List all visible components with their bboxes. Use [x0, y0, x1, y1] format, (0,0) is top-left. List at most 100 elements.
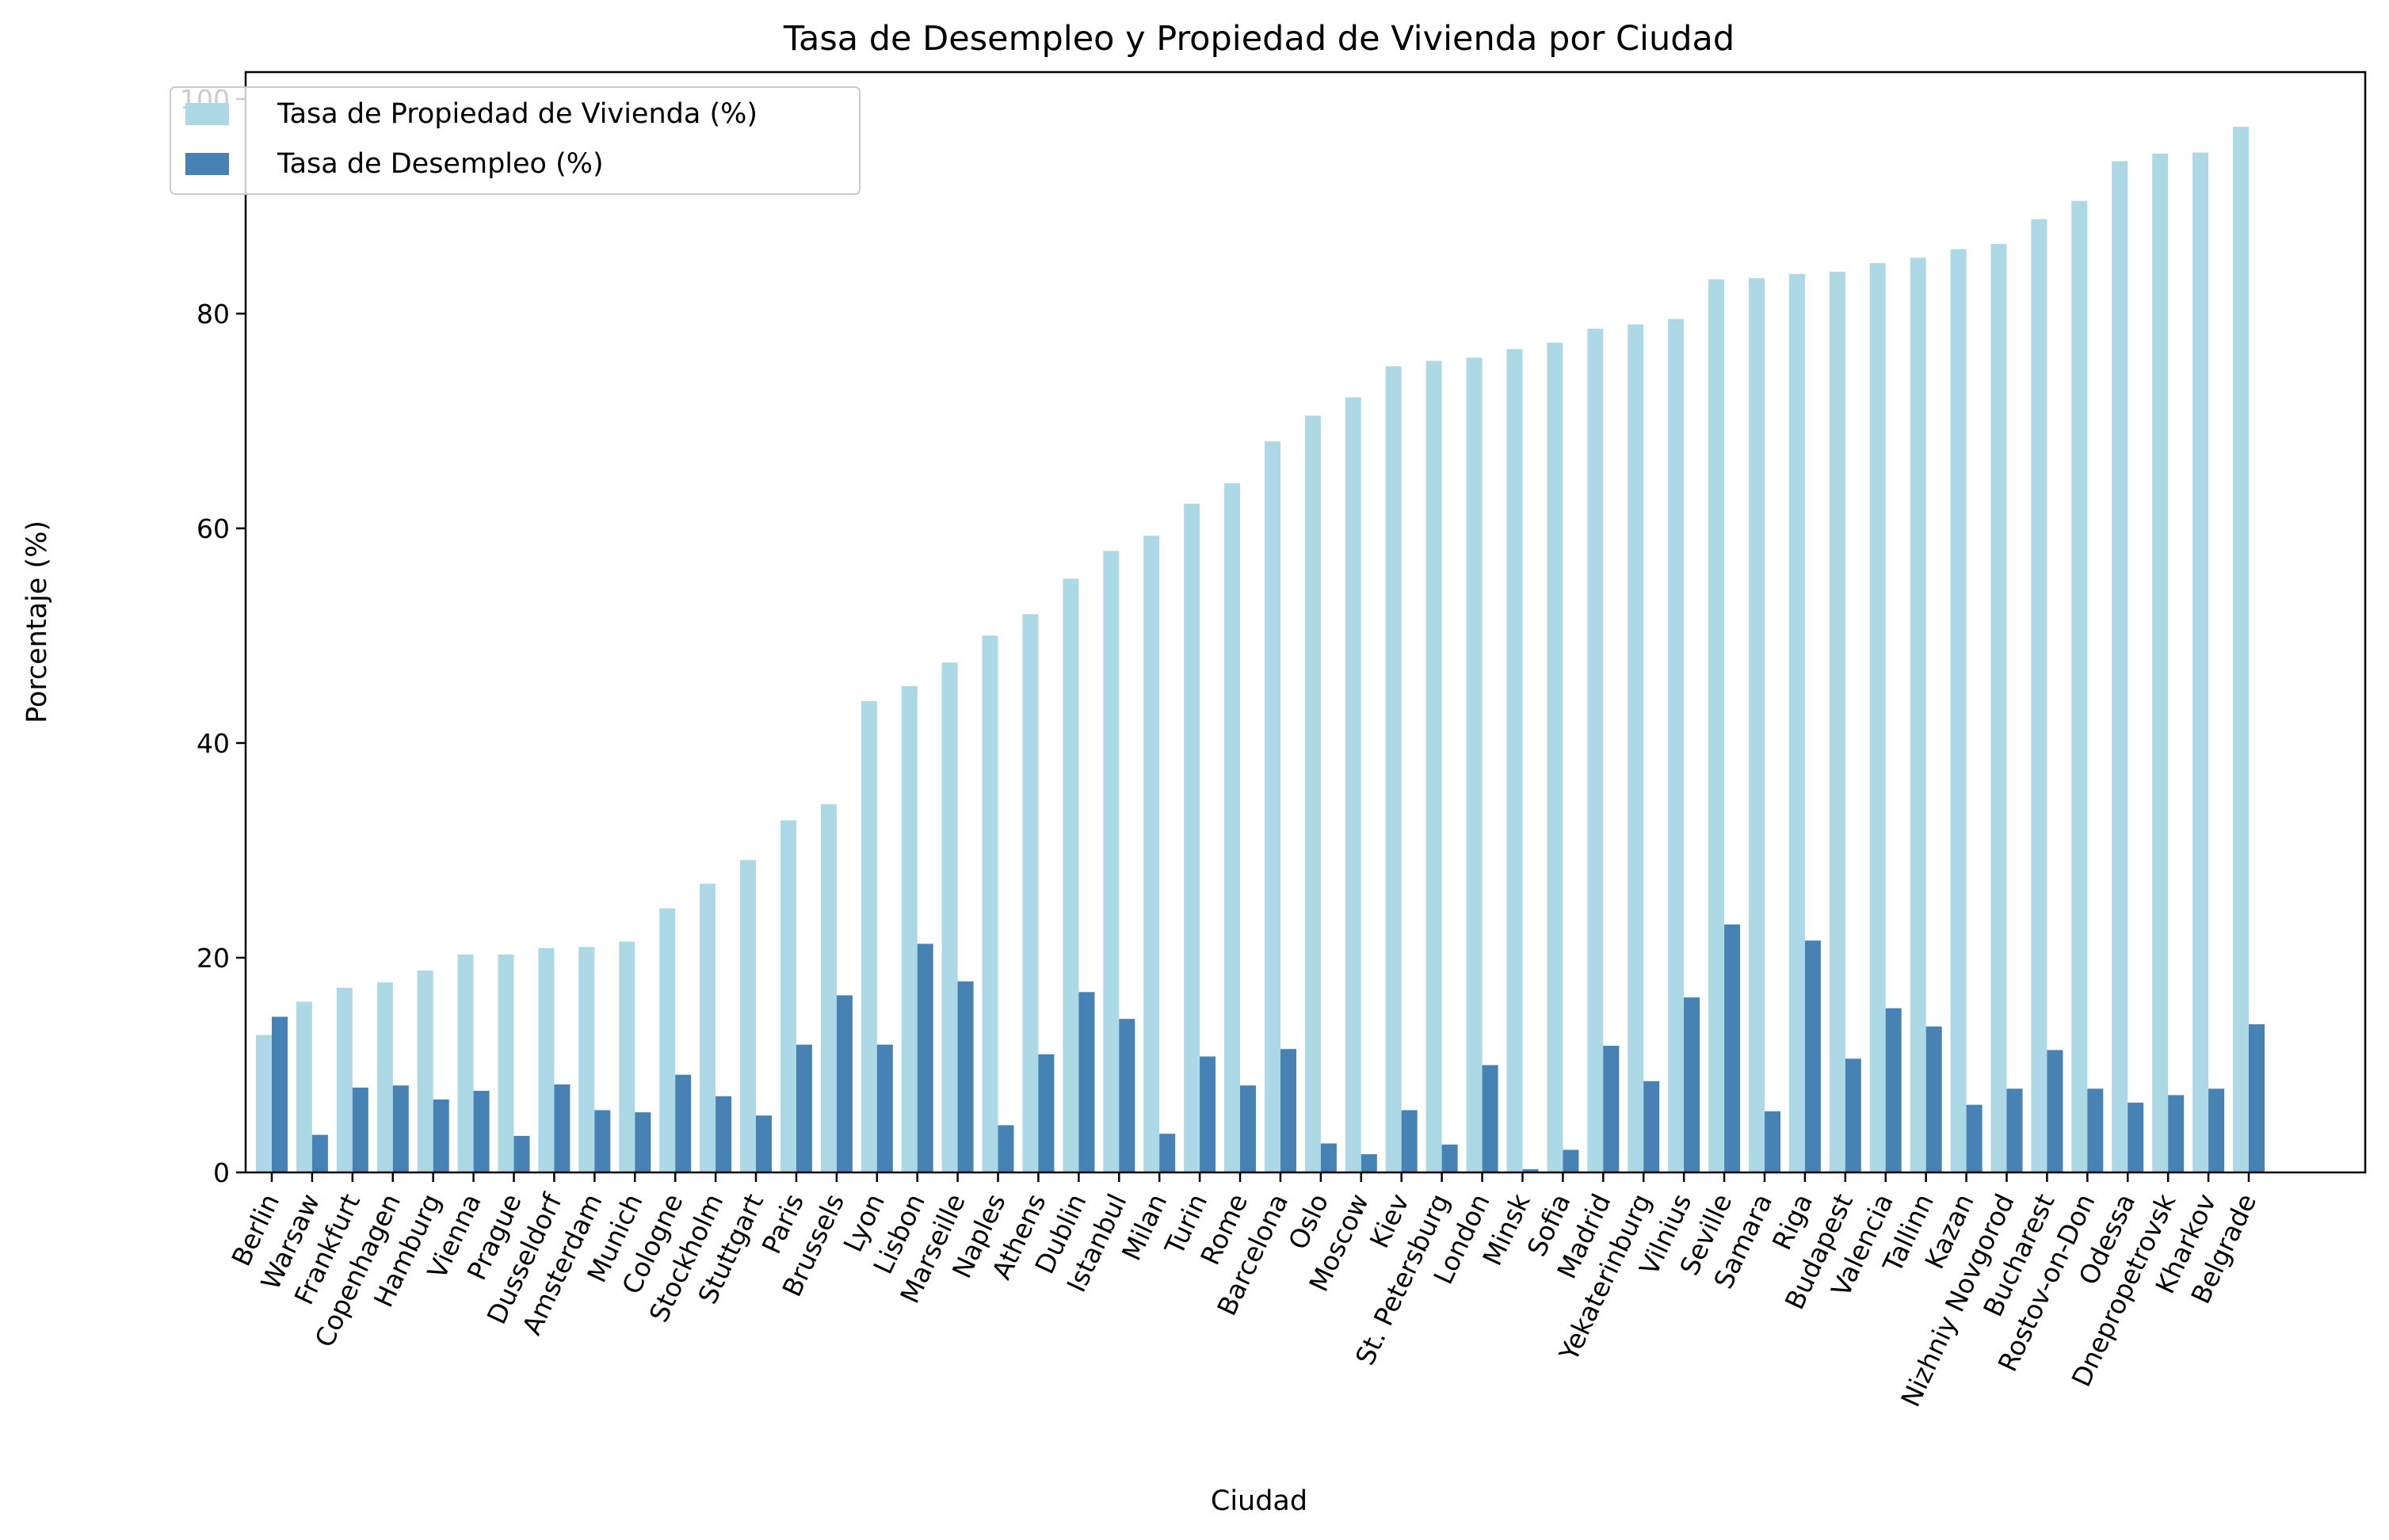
- bar-homeownership-1: [296, 1001, 312, 1172]
- bar-homeownership-29: [1425, 360, 1442, 1172]
- bar-homeownership-43: [1990, 243, 2007, 1172]
- bar-unemployment-44: [2047, 1050, 2063, 1172]
- bar-unemployment-0: [272, 1016, 288, 1172]
- bar-homeownership-27: [1345, 397, 1361, 1173]
- bar-unemployment-42: [1966, 1104, 1983, 1172]
- bar-homeownership-19: [1022, 614, 1039, 1172]
- bar-homeownership-4: [417, 970, 433, 1172]
- bar-homeownership-23: [1184, 503, 1200, 1172]
- bar-homeownership-10: [659, 908, 676, 1172]
- y-tick-label: 60: [197, 513, 230, 544]
- bar-homeownership-6: [498, 954, 514, 1172]
- legend-box: [170, 86, 861, 195]
- bar-homeownership-14: [820, 804, 837, 1172]
- y-tick-label: 80: [197, 299, 230, 330]
- bar-homeownership-46: [2112, 161, 2128, 1172]
- plot-frame: [244, 71, 2367, 1174]
- bar-homeownership-40: [1869, 263, 1886, 1173]
- bar-homeownership-22: [1143, 536, 1160, 1172]
- bar-homeownership-7: [538, 947, 555, 1172]
- bar-unemployment-43: [2006, 1088, 2023, 1172]
- bar-unemployment-15: [876, 1044, 893, 1172]
- bar-homeownership-21: [1103, 551, 1120, 1172]
- bar-homeownership-12: [740, 860, 756, 1172]
- bar-homeownership-45: [2071, 200, 2088, 1173]
- bar-unemployment-11: [716, 1096, 732, 1172]
- bar-unemployment-46: [2128, 1102, 2144, 1172]
- bar-homeownership-36: [1708, 279, 1725, 1172]
- bar-homeownership-44: [2031, 219, 2047, 1173]
- bar-unemployment-17: [957, 981, 974, 1172]
- bar-homeownership-24: [1224, 483, 1240, 1172]
- bar-unemployment-14: [836, 995, 853, 1172]
- bar-homeownership-5: [457, 954, 474, 1172]
- bar-unemployment-39: [1845, 1058, 1861, 1172]
- bar-unemployment-4: [433, 1099, 449, 1172]
- bar-unemployment-34: [1643, 1081, 1660, 1172]
- bar-unemployment-2: [352, 1087, 368, 1172]
- bar-unemployment-21: [1119, 1019, 1135, 1172]
- bar-homeownership-26: [1304, 415, 1321, 1172]
- bar-unemployment-32: [1563, 1149, 1579, 1172]
- bar-unemployment-48: [2208, 1088, 2225, 1172]
- bar-unemployment-29: [1441, 1144, 1458, 1172]
- bar-unemployment-28: [1401, 1110, 1418, 1172]
- plot-area: [256, 127, 2265, 1173]
- bar-unemployment-25: [1280, 1049, 1296, 1172]
- bar-unemployment-5: [473, 1091, 490, 1172]
- bar-homeownership-8: [578, 947, 595, 1172]
- legend-swatch-homeownership: [185, 103, 229, 125]
- bar-homeownership-28: [1385, 366, 1402, 1172]
- bar-unemployment-9: [635, 1112, 651, 1172]
- bar-homeownership-32: [1547, 342, 1563, 1172]
- bar-homeownership-17: [941, 662, 958, 1172]
- bar-homeownership-3: [376, 982, 393, 1172]
- bar-homeownership-48: [2192, 152, 2209, 1173]
- chart-title: Tasa de Desempleo y Propiedad de Viviend…: [783, 19, 1735, 59]
- bar-unemployment-40: [1885, 1008, 1902, 1172]
- bar-homeownership-11: [700, 883, 716, 1172]
- bar-homeownership-20: [1063, 578, 1079, 1172]
- bar-homeownership-25: [1265, 441, 1280, 1172]
- bar-unemployment-35: [1684, 997, 1700, 1172]
- bar-unemployment-27: [1361, 1154, 1377, 1172]
- bar-homeownership-16: [901, 686, 918, 1172]
- bar-unemployment-45: [2087, 1088, 2104, 1172]
- bar-homeownership-37: [1749, 278, 1765, 1173]
- bar-unemployment-36: [1724, 924, 1741, 1172]
- y-tick-label: 20: [197, 943, 230, 974]
- legend-swatch-unemployment: [185, 153, 229, 175]
- bar-unemployment-6: [513, 1135, 530, 1172]
- bar-homeownership-41: [1910, 257, 1926, 1172]
- bar-unemployment-31: [1522, 1168, 1539, 1172]
- bar-unemployment-37: [1765, 1111, 1780, 1172]
- legend-label-unemployment: Tasa de Desempleo (%): [277, 148, 604, 180]
- bar-homeownership-34: [1628, 324, 1644, 1172]
- legend-label-homeownership: Tasa de Propiedad de Vivienda (%): [277, 98, 758, 130]
- bar-homeownership-0: [256, 1035, 272, 1172]
- legend: Tasa de Propiedad de Vivienda (%) Tasa d…: [170, 86, 861, 195]
- bar-unemployment-13: [796, 1044, 812, 1172]
- x-axis-title: Ciudad: [1211, 1485, 1307, 1517]
- bar-homeownership-30: [1466, 357, 1483, 1172]
- bar-unemployment-26: [1320, 1143, 1337, 1172]
- bar-unemployment-18: [998, 1125, 1014, 1172]
- bar-unemployment-8: [594, 1110, 611, 1172]
- bar-unemployment-3: [392, 1085, 409, 1172]
- bar-homeownership-13: [780, 820, 796, 1172]
- bar-homeownership-33: [1587, 328, 1604, 1172]
- bar-homeownership-49: [2233, 127, 2249, 1173]
- bar-unemployment-49: [2249, 1024, 2265, 1172]
- bar-homeownership-15: [861, 701, 877, 1172]
- y-axis-title: Porcentaje (%): [21, 520, 53, 723]
- bar-homeownership-9: [619, 941, 635, 1172]
- bar-unemployment-47: [2168, 1095, 2185, 1172]
- bar-unemployment-10: [675, 1074, 692, 1172]
- bar-unemployment-24: [1240, 1085, 1256, 1172]
- bar-unemployment-7: [554, 1084, 571, 1172]
- bar-unemployment-20: [1078, 992, 1095, 1172]
- bar-unemployment-30: [1482, 1065, 1498, 1172]
- bar-homeownership-39: [1829, 272, 1845, 1173]
- bar-homeownership-42: [1950, 249, 1967, 1173]
